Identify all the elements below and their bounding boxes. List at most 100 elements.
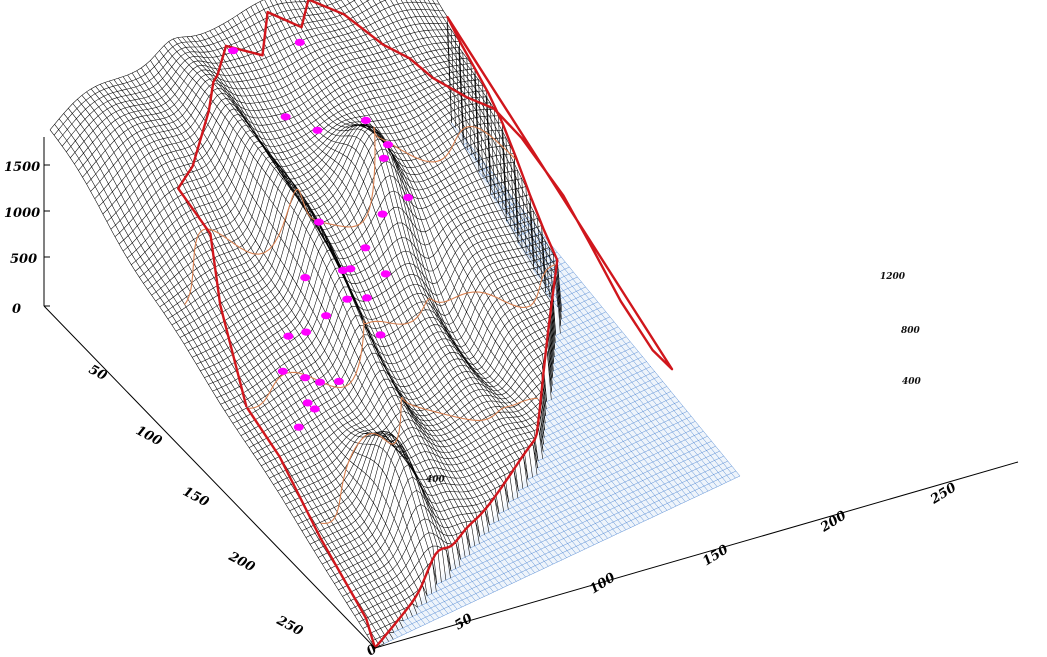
mesh-line-land xyxy=(326,464,510,571)
mesh-line-land xyxy=(159,127,507,308)
mesh-line-sea xyxy=(546,361,647,410)
mesh-line-sea xyxy=(561,301,598,320)
station-marker xyxy=(380,270,391,278)
mesh-line-sea xyxy=(510,217,529,227)
station-marker xyxy=(345,265,356,273)
mesh-line-land xyxy=(255,3,528,487)
mesh-line-land xyxy=(171,148,519,326)
mesh-line-sea xyxy=(527,406,684,480)
mesh-line-sea xyxy=(544,376,659,431)
contour-labels: 1200 800 400 400 xyxy=(426,272,922,485)
x-axis-line xyxy=(374,461,1019,649)
mesh-line-land xyxy=(228,259,563,418)
mesh-line-land xyxy=(122,74,480,252)
region-boundary xyxy=(176,0,674,650)
mesh-line-sea xyxy=(469,554,499,591)
mesh-line-land xyxy=(360,0,555,365)
mesh-line-sea xyxy=(421,604,435,621)
mesh-line-sea xyxy=(555,311,607,336)
station-marker xyxy=(277,367,288,375)
mesh-line-land xyxy=(248,300,556,448)
mesh-line-land xyxy=(309,434,539,545)
mesh-line-land xyxy=(299,0,545,438)
mesh-line-sea xyxy=(545,366,651,417)
mesh-line-land xyxy=(131,84,488,265)
y-axis-tick-labels: 50 100 150 200 250 xyxy=(86,362,305,639)
mesh-line-land xyxy=(313,438,538,552)
mesh-line-land xyxy=(86,91,404,622)
mesh-line-sea xyxy=(554,349,681,505)
mesh-line-sea xyxy=(545,371,655,424)
mesh-line-land xyxy=(350,545,452,610)
mesh-line-land xyxy=(334,0,553,393)
mesh-line-sea xyxy=(561,318,704,494)
mesh-line-land xyxy=(163,131,511,314)
mesh-line-sea xyxy=(551,351,639,393)
station-marker xyxy=(360,116,371,124)
mesh-line-land xyxy=(224,253,559,411)
mesh-line-land xyxy=(167,138,515,320)
y-tick-label: 200 xyxy=(225,549,257,575)
mesh-line-land xyxy=(86,23,452,185)
mesh-line-land xyxy=(308,0,546,424)
mesh-line-sea xyxy=(450,577,471,604)
mesh-line-sea xyxy=(402,627,408,634)
z-axis-tick-labels: 0 500 1000 1500 xyxy=(4,160,40,317)
mesh-line-land xyxy=(293,401,545,518)
station-marker xyxy=(302,399,313,407)
mesh-line-sea xyxy=(560,333,695,498)
station-marker xyxy=(361,294,372,302)
mesh-line-land xyxy=(175,160,519,332)
contour-label-800: 800 xyxy=(901,326,921,336)
mesh-line-sea xyxy=(506,207,521,215)
mesh-line-sea xyxy=(553,363,672,509)
sea-mesh xyxy=(375,117,741,649)
z-tick-label: 1000 xyxy=(4,206,40,221)
mesh-line-land xyxy=(98,41,465,207)
mesh-line-land xyxy=(223,23,504,512)
mesh-line-sea xyxy=(518,411,688,492)
mesh-line-sea xyxy=(546,356,643,402)
mesh-line-land xyxy=(82,16,448,178)
contour-line xyxy=(247,264,556,409)
mesh-line-sea xyxy=(561,296,594,313)
mesh-line-land xyxy=(212,233,546,392)
mesh-line-sea xyxy=(543,386,668,445)
mesh-line-sea xyxy=(479,536,517,582)
mesh-line-land xyxy=(90,29,456,192)
mesh-line-land xyxy=(155,122,508,302)
mesh-line-sea xyxy=(544,437,622,533)
mesh-line-sea xyxy=(417,460,728,608)
contour-line xyxy=(320,396,538,525)
station-marker xyxy=(228,47,239,55)
mesh-line-land xyxy=(289,391,546,511)
station-marker xyxy=(283,332,294,340)
mesh-line-sea xyxy=(537,396,676,462)
mesh-line-sea xyxy=(445,579,467,606)
mesh-line-land xyxy=(143,102,496,284)
station-marker xyxy=(403,193,414,202)
mesh-line-land xyxy=(317,444,529,558)
station-marker xyxy=(378,154,389,162)
axes xyxy=(43,137,1019,649)
mesh-line-land xyxy=(244,292,556,442)
mesh-line-sea xyxy=(551,392,654,518)
mesh-line-land xyxy=(94,35,460,199)
mesh-line-land xyxy=(163,45,461,560)
elevation-contours xyxy=(184,125,556,525)
mesh-line-sea xyxy=(555,316,611,343)
station-marker xyxy=(383,141,393,149)
mesh-line-sea xyxy=(557,291,590,308)
mesh-line-sea xyxy=(503,511,549,567)
mesh-line-sea xyxy=(489,426,700,526)
mesh-line-land xyxy=(347,0,554,379)
station-marker xyxy=(313,218,324,226)
mesh-line-sea xyxy=(546,408,640,524)
station-marker xyxy=(301,328,312,336)
x-tick-label: 50 xyxy=(452,611,475,633)
mesh-line-land xyxy=(204,218,543,378)
mesh-line-land xyxy=(346,532,461,604)
mesh-line-land xyxy=(139,96,491,278)
x-tick-label: 250 xyxy=(927,480,959,508)
